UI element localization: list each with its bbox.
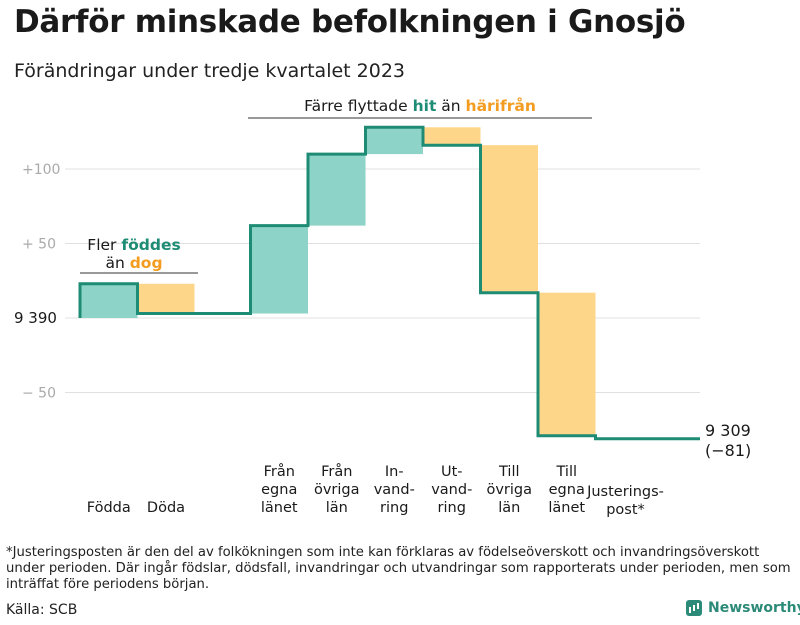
annotation-text: än xyxy=(436,97,465,115)
bar-Till egna länet xyxy=(538,292,596,436)
y-tick-label: + 50 xyxy=(22,237,56,253)
x-category-label: Döda xyxy=(147,500,185,516)
x-category-label: län xyxy=(498,500,520,516)
x-category-label: Ut- xyxy=(441,464,463,480)
bar-Invandring xyxy=(365,127,423,155)
bar-Från egna länet xyxy=(250,225,308,314)
bars xyxy=(80,127,596,436)
bar-Utvandring xyxy=(423,127,481,146)
x-category-label: ring xyxy=(438,500,466,516)
x-category-label: Till xyxy=(498,464,520,480)
x-category-label: övriga xyxy=(314,482,360,498)
x-category-label: In- xyxy=(385,464,404,480)
annotation-births: Fler föddes xyxy=(87,236,180,254)
brand: Newsworthy xyxy=(686,600,800,616)
annotation-text: Fler xyxy=(87,236,121,254)
y-tick-label: − 50 xyxy=(22,386,56,402)
x-category-label: Från xyxy=(321,463,352,480)
annotation-text: Färre flyttade xyxy=(304,97,412,115)
x-category-label: post* xyxy=(606,502,645,518)
chart-subtitle: Förändringar under tredje kvartalet 2023 xyxy=(14,60,406,82)
x-category-label: Till xyxy=(556,464,578,480)
bar-Döda xyxy=(137,283,195,314)
bar-Från övriga län xyxy=(308,154,366,226)
step-line xyxy=(78,125,700,441)
labels: +100 + 50 9 390 − 50 Födda Döda Från egna länet F… xyxy=(14,96,751,518)
x-category-label: länet xyxy=(261,500,298,516)
annotation-highlight-out: dog xyxy=(130,254,163,272)
y-tick-label: +100 xyxy=(22,162,60,178)
annotation-highlight-in: föddes xyxy=(121,236,180,254)
x-category-label: vand- xyxy=(374,482,415,498)
chart-title: Därför minskade befolkningen i Gnosjö xyxy=(14,4,686,40)
x-category-label: län xyxy=(326,500,348,516)
x-category-label: Justerings- xyxy=(586,484,664,500)
end-value-label: 9 309 xyxy=(705,421,751,440)
annotation-deaths: än dog xyxy=(105,254,162,272)
annotation-highlight-in: hit xyxy=(413,97,437,115)
x-category-label: övriga xyxy=(486,482,532,498)
x-category-label: egna xyxy=(261,482,297,498)
x-category-label: egna xyxy=(549,482,585,498)
y-tick-label: 9 390 xyxy=(14,309,57,327)
end-change-label: (−81) xyxy=(705,441,751,460)
x-category-label: ring xyxy=(380,500,408,516)
annotation-text: än xyxy=(105,254,129,272)
bar-Till övriga län xyxy=(480,145,538,293)
brand-name: Newsworthy xyxy=(708,600,800,616)
source-label: Källa: SCB xyxy=(6,602,78,618)
bar-chart-logo-icon xyxy=(686,600,702,616)
footnote: *Justeringsposten är den del av folkökni… xyxy=(6,545,791,592)
bar-Födda xyxy=(80,283,138,318)
x-category-label: vand- xyxy=(431,482,472,498)
x-category-label: Från xyxy=(264,463,295,480)
annotation-migration: Färre flyttade hit än härifrån xyxy=(304,96,536,115)
annotation-highlight-out: härifrån xyxy=(466,96,536,115)
x-category-label: länet xyxy=(548,500,585,516)
gridlines xyxy=(65,168,700,393)
x-category-label: Födda xyxy=(87,500,131,516)
step-line-layer xyxy=(78,125,700,441)
waterfall-chart: +100 + 50 9 390 − 50 Födda Döda Från egna länet F… xyxy=(14,96,751,518)
